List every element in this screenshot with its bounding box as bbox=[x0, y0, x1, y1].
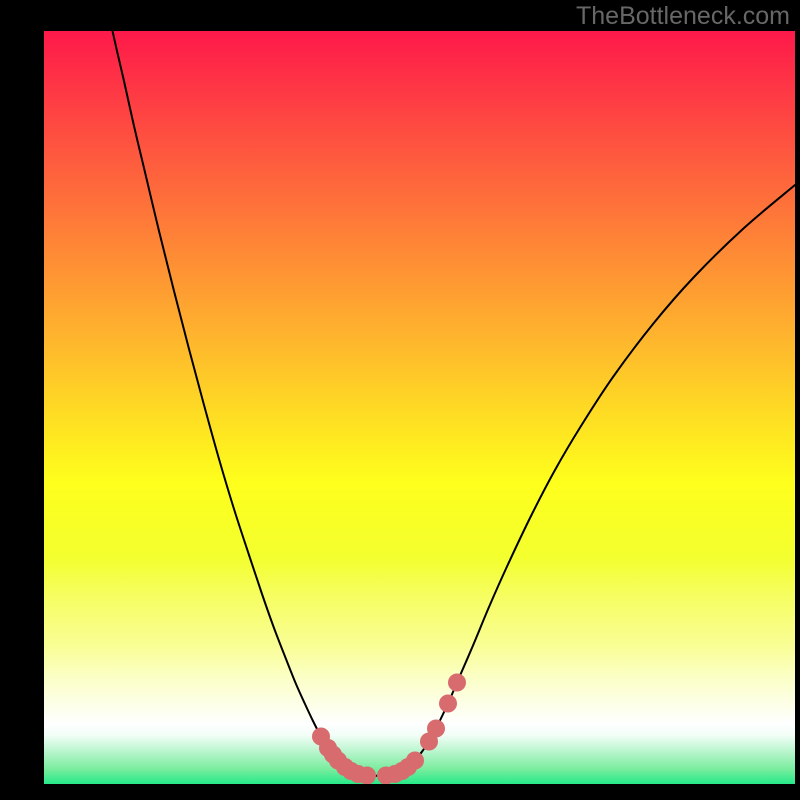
canvas: TheBottleneck.com bbox=[0, 0, 800, 800]
marker-dot bbox=[448, 674, 466, 692]
bottleneck-chart bbox=[44, 31, 795, 784]
chart-background bbox=[44, 31, 795, 784]
watermark-text: TheBottleneck.com bbox=[576, 2, 790, 31]
marker-dot bbox=[358, 767, 376, 785]
marker-dot bbox=[427, 720, 445, 738]
marker-dot bbox=[439, 695, 457, 713]
marker-dot bbox=[406, 752, 424, 770]
